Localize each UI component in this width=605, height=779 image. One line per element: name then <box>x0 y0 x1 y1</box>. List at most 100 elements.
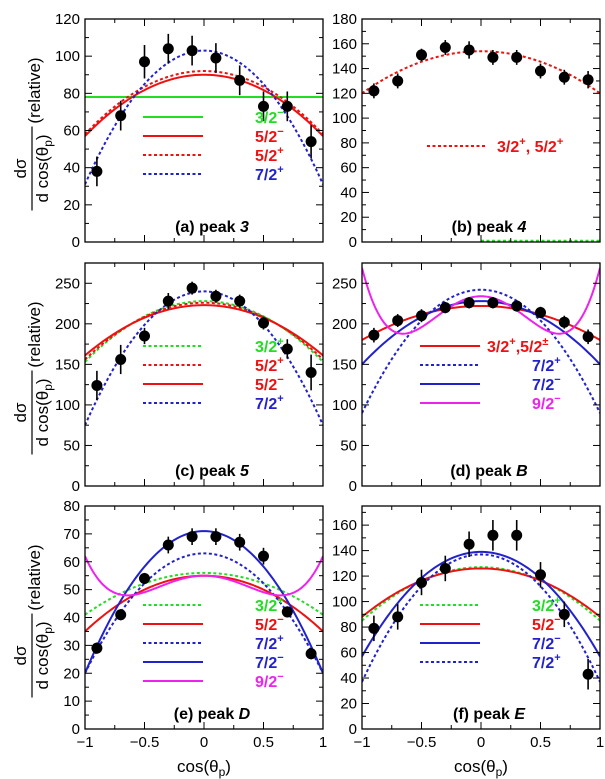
x-ticks <box>84 19 324 242</box>
data-point <box>162 43 174 55</box>
svg-text:(relative): (relative) <box>25 301 44 367</box>
legend-label: 3/2+,5/2± <box>487 336 548 356</box>
panel-4: 0 50 100 150 200 250 3/2+,5/2±7/2+7/2−9/2− (d) … <box>332 262 601 495</box>
svg-text:d cos(θp): d cos(θp) <box>33 134 55 202</box>
x-axis-title: cos(θp) <box>454 757 508 779</box>
data-point <box>305 366 317 378</box>
x-tick-label: −0.5 <box>130 734 160 751</box>
y-tick-label: 160 <box>332 517 357 534</box>
data-point <box>582 331 594 343</box>
y-tick-label: 200 <box>332 316 357 333</box>
legend-label: 5/2+ <box>255 145 284 165</box>
legend-label: 3/2+ <box>255 595 284 615</box>
y-tick-label: 40 <box>63 610 80 627</box>
data-point <box>511 300 523 312</box>
series-curve-4 <box>85 290 323 426</box>
data-point <box>234 74 246 86</box>
series-curve-2 <box>85 574 323 633</box>
y-tick-label: 250 <box>55 275 80 292</box>
x-ticks <box>361 263 601 486</box>
panel-3: 0 50 100 150 200 250 3/2+5/2+5/2−7/2+ (c) peak … <box>55 262 324 495</box>
data-point <box>368 622 380 634</box>
series-curve-4 <box>85 49 323 185</box>
series-curve-1 <box>85 571 323 616</box>
curves <box>85 530 323 674</box>
data-point <box>281 100 293 112</box>
data-point <box>368 329 380 341</box>
plot-frame <box>84 262 324 487</box>
y-tick-label: 80 <box>340 619 357 636</box>
y-tick-label: 10 <box>63 693 80 710</box>
legend-label: 7/2− <box>532 374 561 394</box>
data-point <box>234 536 246 548</box>
data-point <box>305 136 317 148</box>
y-tick-label: 50 <box>63 582 80 599</box>
svg-text:d cos(θp): d cos(θp) <box>33 621 55 689</box>
panel-label: (d) peak B <box>450 463 527 480</box>
data-point <box>558 71 570 83</box>
y-tick-label: 60 <box>63 123 80 140</box>
data-point <box>305 648 317 660</box>
data-point <box>535 65 546 77</box>
data-point <box>487 51 499 63</box>
panel-6: 0 20 40 60 80 100 120 140 160 −1 −0.5 0 0.5 1 3/2+5/2−… <box>332 505 604 751</box>
y-tick-label: 100 <box>332 397 357 414</box>
series-curve-3 <box>85 552 323 674</box>
panel-2: 0 20 40 60 80 100 120 140 160 180 3/2+, 5/2+ (b) pe… <box>332 11 601 251</box>
y-tick-label: 50 <box>340 437 357 454</box>
legend-label: 7/2+ <box>255 633 284 653</box>
data-point <box>511 529 523 541</box>
panel-5: 0 10 20 30 40 50 60 70 80 −1 −0.5 0 0.5 1 3/2+5/2−7/2+… <box>63 498 327 751</box>
data-point <box>582 668 594 680</box>
x-tick-label: 1 <box>319 734 327 751</box>
y-tick-label: 160 <box>332 36 357 53</box>
y-tick-label: 0 <box>72 721 80 738</box>
data-point <box>535 306 546 318</box>
curves <box>362 267 600 414</box>
legend-label: 9/2− <box>532 393 561 413</box>
data-point <box>139 56 150 68</box>
data-point <box>439 41 451 53</box>
y-tick-label: 140 <box>332 543 357 560</box>
legend-label: 7/2+ <box>255 164 284 184</box>
x-ticks: −1 −0.5 0 0.5 1 <box>353 506 604 751</box>
y-tick-label: 80 <box>340 135 357 152</box>
data-point <box>210 52 222 64</box>
legend-label: 7/2+ <box>532 652 561 672</box>
y-tick-label: 180 <box>332 11 357 28</box>
y-tick-label: 100 <box>55 397 80 414</box>
series-curve-3 <box>362 300 600 366</box>
legend-label: 5/2− <box>532 614 561 634</box>
x-tick-label: 0.5 <box>253 734 274 751</box>
series-curve-2 <box>85 73 323 137</box>
svg-text:dσ: dσ <box>11 158 30 178</box>
x-ticks <box>361 19 601 242</box>
y-ticks: 0 20 40 60 80 100 120 140 160 180 <box>332 11 600 251</box>
x-axis-title: cos(θp) <box>177 757 231 779</box>
data-point <box>186 45 198 57</box>
series-curve-3 <box>85 304 323 357</box>
data-point <box>416 576 427 588</box>
data-point <box>439 302 451 314</box>
data-point <box>416 49 427 61</box>
data-points <box>368 297 594 345</box>
x-tick-label: 0 <box>200 734 208 751</box>
y-tick-label: 120 <box>332 568 357 585</box>
y-tick-label: 40 <box>340 670 357 687</box>
data-point <box>210 290 222 302</box>
panel-label: (c) peak 5 <box>175 463 250 480</box>
legend-label: 7/2− <box>255 652 284 672</box>
series-curve-3 <box>85 70 323 135</box>
y-axis-label: dσ d cos(θp) (relative) <box>11 301 55 455</box>
legend: 3/2+5/2+5/2−7/2+ <box>143 336 284 413</box>
data-point <box>91 165 103 177</box>
svg-text:d cos(θp): d cos(θp) <box>33 378 55 446</box>
data-point <box>416 310 427 322</box>
data-points <box>91 281 317 401</box>
y-tick-label: 250 <box>332 275 357 292</box>
data-point <box>115 609 127 621</box>
legend-label: 9/2− <box>255 671 284 691</box>
data-point <box>463 538 475 550</box>
legend-label: 3/2+ <box>532 595 561 615</box>
data-point <box>91 642 103 654</box>
